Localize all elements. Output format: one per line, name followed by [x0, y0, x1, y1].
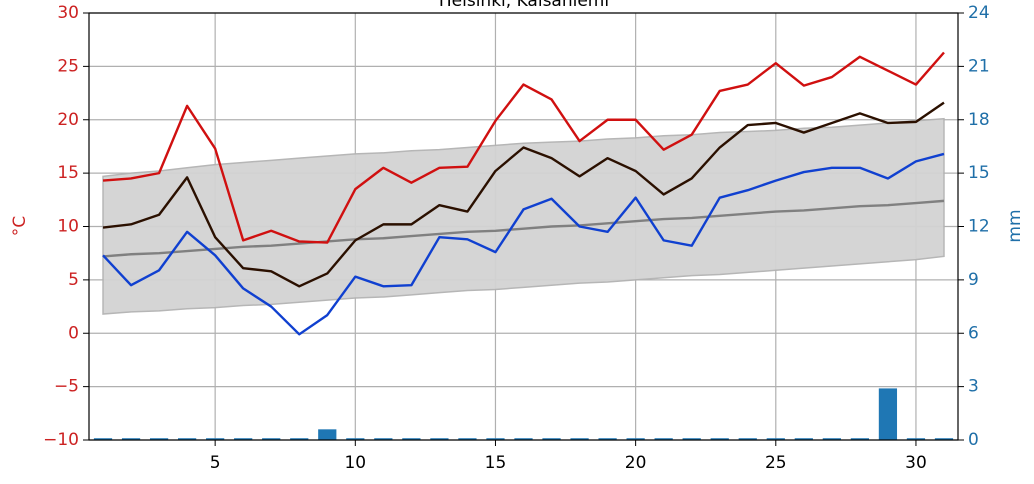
y2-tick-label: 21 [968, 56, 990, 76]
y-tick-label: 10 [57, 217, 79, 237]
bar [178, 438, 197, 440]
y-tick-label: 5 [68, 270, 79, 290]
bar [794, 438, 813, 440]
bar [766, 438, 785, 440]
x-tick-label: 30 [905, 453, 927, 473]
bar [934, 438, 954, 440]
bar [486, 438, 505, 440]
y2-tick-label: 6 [968, 323, 979, 343]
y-tick-label: 20 [57, 110, 79, 130]
x-tick-label: 15 [485, 453, 507, 473]
line [102, 51, 945, 244]
y-tick-label: 0 [68, 323, 79, 343]
bar [234, 438, 253, 440]
y-tick-label: 30 [57, 3, 79, 23]
line [102, 152, 945, 336]
bar [654, 438, 673, 440]
bar [570, 438, 589, 440]
x-tick-label: 5 [210, 453, 221, 473]
y-tick-label: −10 [43, 430, 79, 450]
chart-title: Helsinki, Kaisaniemi [439, 0, 609, 11]
bar [149, 438, 169, 440]
x-tick-label: 10 [344, 453, 366, 473]
bar [262, 438, 281, 440]
y2-tick-label: 18 [968, 110, 990, 130]
y2-tick-label: 9 [968, 270, 979, 290]
bar [374, 438, 393, 440]
bar [710, 438, 729, 440]
y2-tick-label: 0 [968, 430, 979, 450]
y2-tick-label: 24 [968, 3, 990, 23]
bar [93, 438, 113, 440]
bar [598, 438, 617, 440]
bar [626, 438, 645, 440]
y2-tick-label: 3 [968, 377, 979, 397]
x-tick-label: 20 [625, 453, 647, 473]
bar [542, 438, 561, 440]
plot-frame [88, 12, 959, 441]
normal-range-band [102, 117, 945, 315]
x-tick-label: 25 [765, 453, 787, 473]
y2-tick-label: 15 [968, 163, 990, 183]
y2-axis-label: mm [1005, 209, 1025, 242]
bar [346, 438, 365, 440]
bar [402, 438, 421, 440]
bar [822, 438, 841, 440]
y-tick-label: 25 [57, 56, 79, 76]
bar [458, 438, 477, 440]
bar [290, 438, 309, 440]
bar [850, 438, 869, 440]
y-tick-label: −5 [54, 377, 79, 397]
bar [738, 438, 757, 440]
bar [906, 438, 926, 440]
bar [682, 438, 701, 440]
bar [318, 429, 337, 440]
bar [206, 438, 225, 440]
line [102, 101, 945, 288]
y-axis-label: °C [10, 216, 30, 236]
bar [121, 438, 141, 440]
bar [878, 388, 898, 440]
line [102, 199, 945, 258]
y2-tick-label: 12 [968, 217, 990, 237]
bar [430, 438, 449, 440]
y-tick-label: 15 [57, 163, 79, 183]
bar [514, 438, 533, 440]
